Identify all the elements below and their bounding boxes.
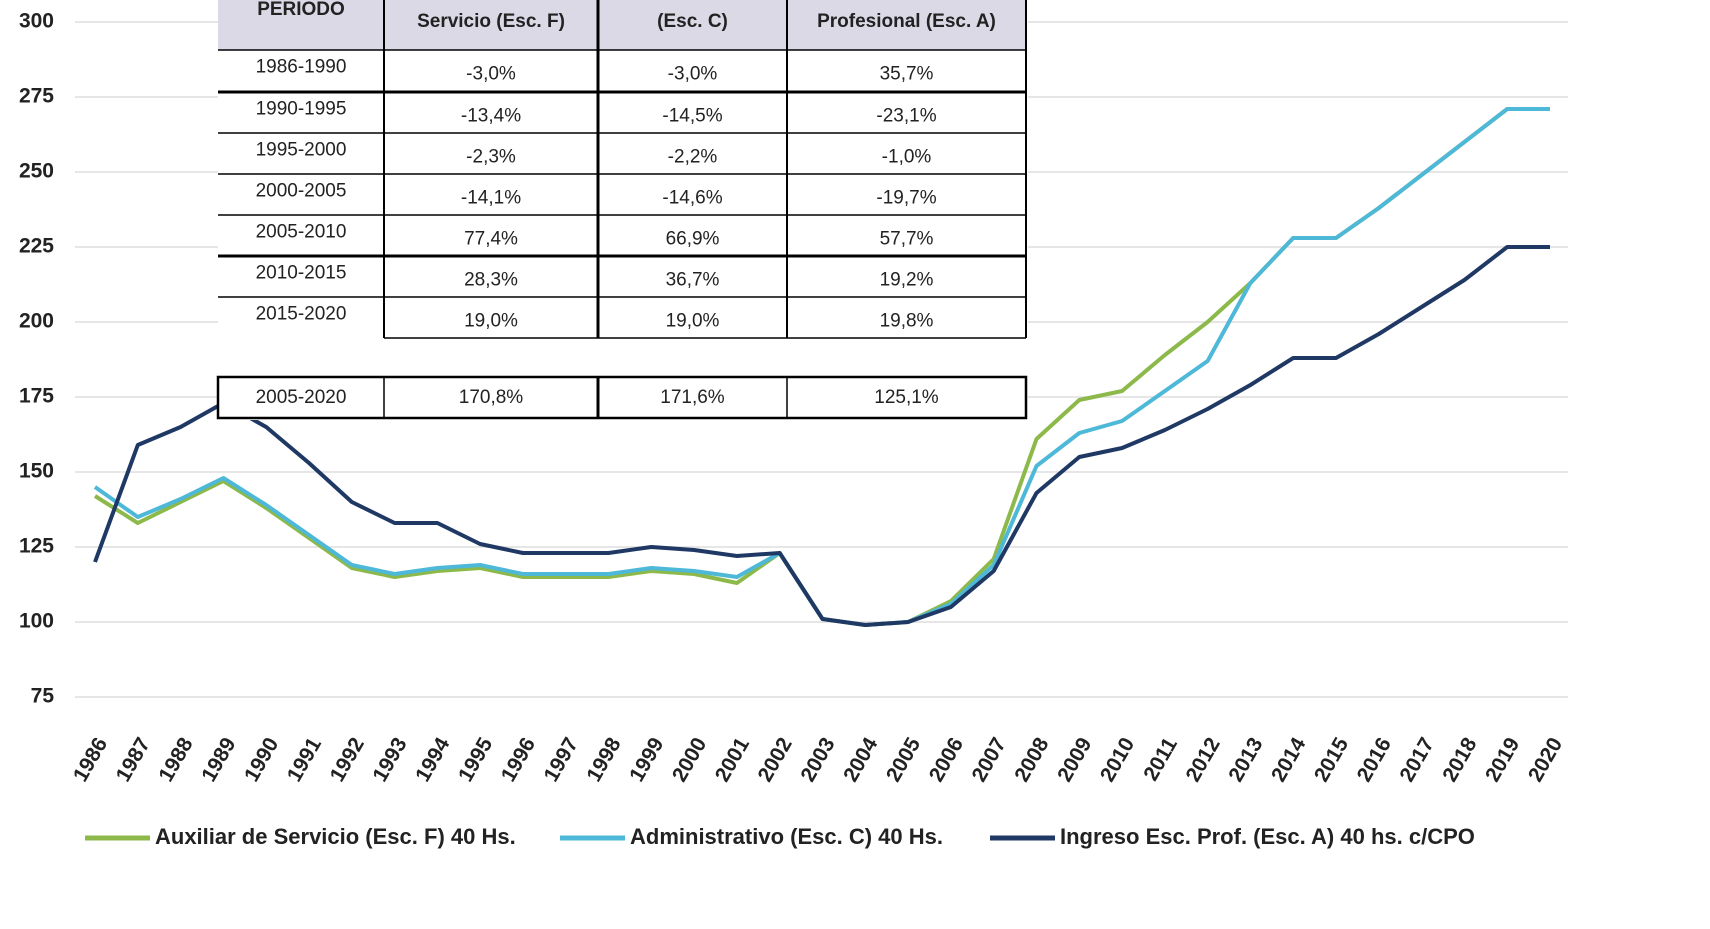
x-tick-label: 2019 [1481, 734, 1524, 786]
table-cell: 19,8% [880, 311, 934, 332]
table-header: (Esc. C) [657, 11, 728, 32]
table-cell: 1990-1995 [256, 99, 347, 120]
y-tick-label: 250 [19, 160, 54, 183]
legend-label: Ingreso Esc. Prof. (Esc. A) 40 hs. c/CPO [1060, 824, 1475, 849]
x-tick-label: 1993 [368, 734, 411, 786]
x-tick-label: 2007 [968, 734, 1011, 786]
table-header-bg [218, 0, 1026, 50]
table-cell: 171,6% [660, 387, 725, 408]
table-cell: 170,8% [459, 387, 524, 408]
table-total-border [216, 375, 1028, 420]
table-cell: -2,2% [668, 147, 718, 168]
x-tick-label: 1988 [154, 733, 197, 785]
table-cell: 2005-2010 [256, 222, 347, 243]
table-cell: 2015-2020 [256, 304, 347, 325]
x-tick-label: 1998 [582, 733, 625, 785]
x-tick-label: 2001 [711, 733, 754, 785]
x-tick-label: 2010 [1096, 734, 1139, 786]
x-tick-label: 2006 [925, 734, 968, 786]
x-tick-label: 1996 [497, 734, 540, 786]
table-cell: -2,3% [466, 147, 516, 168]
y-tick-label: 275 [19, 85, 54, 108]
table-cell: -19,7% [876, 188, 936, 209]
x-tick-label: 1999 [625, 734, 668, 786]
x-tick-label: 2015 [1310, 733, 1353, 785]
table-cell: 2010-2015 [256, 263, 347, 284]
x-tick-label: 2018 [1438, 733, 1481, 785]
table-cell: 19,0% [666, 311, 720, 332]
x-tick-label: 2003 [796, 734, 839, 786]
x-tick-label: 1992 [326, 734, 369, 786]
x-tick-label: 1990 [240, 734, 283, 786]
series-line [93, 245, 1550, 627]
table-header: Profesional (Esc. A) [817, 11, 996, 32]
table-cell: -23,1% [876, 106, 936, 127]
y-tick-label: 125 [19, 535, 54, 558]
table-cell: -3,0% [466, 64, 516, 85]
table-cell: 2005-2020 [256, 387, 347, 408]
table-cell: 57,7% [880, 229, 934, 250]
table-cell: -13,4% [461, 106, 521, 127]
table-cell: 36,7% [666, 270, 720, 291]
y-tick-label: 300 [19, 10, 54, 33]
x-tick-label: 2012 [1182, 734, 1225, 786]
table-cell: -3,0% [668, 64, 718, 85]
x-tick-label: 1989 [197, 734, 240, 786]
x-tick-label: 1994 [411, 733, 454, 785]
table-cell: 35,7% [880, 64, 934, 85]
table-cell: 66,9% [666, 229, 720, 250]
y-tick-label: 200 [19, 310, 54, 333]
table-cell: 1986-1990 [256, 57, 347, 78]
x-tick-label: 2017 [1395, 734, 1438, 786]
table-cell: 28,3% [464, 270, 518, 291]
x-tick-label: 2020 [1524, 734, 1567, 786]
table-cell: -14,1% [461, 188, 521, 209]
x-tick-label: 2004 [839, 733, 882, 785]
x-tick-label: 2016 [1353, 734, 1396, 786]
x-tick-label: 2013 [1224, 734, 1267, 786]
table-header: Servicio (Esc. F) [417, 11, 565, 32]
table-cell: 1995-2000 [256, 140, 347, 161]
x-tick-label: 1987 [112, 734, 155, 786]
table-cell: 19,2% [880, 270, 934, 291]
x-tick-label: 1991 [283, 733, 326, 785]
y-tick-label: 175 [19, 385, 54, 408]
legend-label: Administrativo (Esc. C) 40 Hs. [630, 824, 943, 849]
x-tick-label: 2000 [668, 734, 711, 786]
y-tick-label: 150 [19, 460, 54, 483]
table-cell: 2000-2005 [256, 181, 347, 202]
x-tick-label: 2011 [1139, 733, 1182, 784]
x-tick-label: 1997 [540, 734, 583, 786]
x-tick-label: 2002 [754, 734, 797, 786]
table-cell: 125,1% [874, 387, 939, 408]
y-tick-label: 225 [19, 235, 54, 258]
legend-label: Auxiliar de Servicio (Esc. F) 40 Hs. [155, 824, 516, 849]
table-cell: -1,0% [882, 147, 932, 168]
x-tick-label: 1995 [454, 733, 497, 785]
table-header: PERIODO [257, 0, 345, 20]
x-tick-label: 2005 [882, 733, 925, 785]
table-cell: 77,4% [464, 229, 518, 250]
table-cell: 19,0% [464, 311, 518, 332]
y-tick-label: 75 [31, 685, 55, 708]
x-tick-label: 2009 [1053, 734, 1096, 786]
x-tick-label: 2014 [1267, 733, 1310, 785]
table-cell: -14,5% [662, 106, 722, 127]
y-tick-label: 100 [19, 610, 54, 633]
table-cell: -14,6% [662, 188, 722, 209]
x-tick-label: 2008 [1010, 733, 1053, 785]
table-background [218, 0, 1028, 420]
x-tick-label: 1986 [69, 734, 112, 786]
